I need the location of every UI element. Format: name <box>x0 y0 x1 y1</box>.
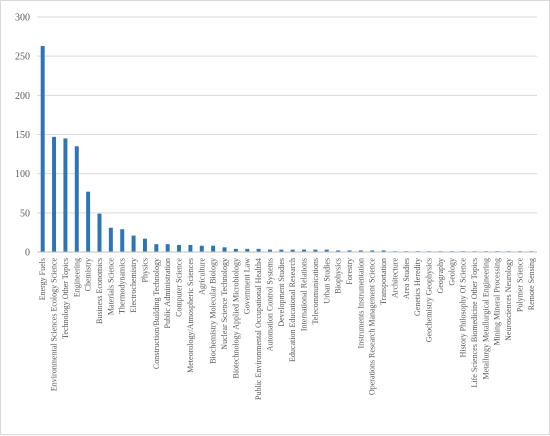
x-category-label: Nuclear Science Technology <box>220 258 229 350</box>
bar <box>97 213 102 252</box>
bars <box>40 45 534 252</box>
x-category-label: Forestry <box>345 258 354 285</box>
gridlines <box>37 16 537 214</box>
x-category-label: Metallurgy Metallurgical Engineering <box>481 258 490 379</box>
bar <box>233 248 238 252</box>
x-category-label: Area Studies <box>402 258 411 299</box>
x-category-label: Public Environmental Occupational Health… <box>254 258 263 400</box>
bar <box>256 248 261 252</box>
x-category-label: Architecture <box>390 258 399 298</box>
bar <box>120 229 125 252</box>
bar <box>381 250 386 252</box>
x-category-label: Technology Other Topics <box>61 258 70 339</box>
x-category-label: Computer Science <box>175 258 184 317</box>
y-tick-label: 250 <box>15 52 30 63</box>
bar <box>279 249 284 252</box>
bar <box>86 191 91 252</box>
y-tick-label: 50 <box>20 208 30 219</box>
bar <box>199 245 204 252</box>
bar <box>108 227 113 252</box>
bar <box>267 249 272 252</box>
bar <box>245 248 250 252</box>
bar <box>40 45 45 252</box>
x-category-label: Polymer Science <box>515 258 524 312</box>
y-axis-ticks: 0 50 100 150 200 250 300 <box>15 13 30 259</box>
bar <box>302 249 307 252</box>
x-category-label: Meteorology/Atmospheric Sciences <box>186 258 195 373</box>
x-category-label: Development Studies <box>277 258 286 327</box>
bar <box>313 249 318 252</box>
bar <box>290 249 295 252</box>
x-category-label: Agriculture <box>197 258 206 295</box>
x-category-label: Geology <box>447 258 456 286</box>
bar <box>154 244 159 252</box>
x-category-label: Environmental Sciences Ecology Science <box>50 258 59 392</box>
x-category-label: Geography <box>436 258 445 294</box>
x-category-label: Thermodynamics <box>118 258 127 314</box>
x-category-label: Engineering <box>72 258 81 297</box>
bar <box>63 138 68 252</box>
x-category-label: Mining Mineral Processing <box>493 258 502 346</box>
x-category-label: Automation Control Systems <box>265 258 274 351</box>
y-tick-label: 300 <box>15 13 30 24</box>
x-category-label: History Philosophy Of Science <box>459 258 468 358</box>
bar <box>222 247 227 252</box>
x-category-label: Energy Fuels <box>38 258 47 300</box>
x-category-label: Public Administration <box>163 258 172 328</box>
x-category-label: Biophysics <box>334 258 343 294</box>
bar <box>165 244 170 252</box>
x-category-label: Physics <box>140 258 149 282</box>
bar <box>131 235 136 252</box>
x-category-label: Life Sciences Biomedicine Other Topics <box>470 258 479 387</box>
bar <box>142 238 147 252</box>
bar <box>52 136 57 252</box>
x-category-label: Urban Studies <box>322 258 331 304</box>
x-category-label: Construction/Building Technology <box>152 258 161 369</box>
x-category-label: Biotechnology Applied Microbiology <box>231 258 240 378</box>
x-category-label: Biochemistry Molecular Biology <box>209 258 218 364</box>
bar <box>358 250 363 252</box>
x-category-label: Genetics Heredity <box>413 258 422 316</box>
y-tick-label: 150 <box>15 130 30 141</box>
x-category-label: Business Economics <box>95 258 104 324</box>
x-category-label: Chemistry <box>84 258 93 291</box>
y-tick-label: 200 <box>15 91 30 102</box>
x-category-label: Operations Research Management Science <box>368 258 377 396</box>
x-category-label: Electrochemistry <box>129 258 138 313</box>
x-category-label: Neurosciences Neurology <box>504 258 513 341</box>
bar <box>347 250 352 252</box>
x-axis-category-labels: Energy Fuels Environmental Sciences Ecolo… <box>38 258 536 400</box>
x-category-label: Government Law <box>243 258 252 314</box>
bar <box>324 249 329 252</box>
x-category-label: International Relations <box>300 258 309 331</box>
bar <box>177 244 182 252</box>
x-category-label: Geochemistry Geophysics <box>425 258 434 342</box>
x-category-label: Education Educational Research <box>288 258 297 362</box>
x-category-label: Transportation <box>379 258 388 305</box>
bar <box>188 244 193 252</box>
bar <box>74 146 79 252</box>
x-category-label: Remote Sensing <box>527 258 536 310</box>
y-tick-label: 0 <box>25 248 30 259</box>
x-category-label: Materials Science <box>106 258 115 316</box>
bar <box>336 250 341 252</box>
bar <box>370 250 375 252</box>
y-tick-label: 100 <box>15 169 30 180</box>
bar <box>211 245 216 252</box>
x-category-label: Instruments Instrumentation <box>356 258 365 348</box>
x-category-label: Telecommunications <box>311 258 320 325</box>
